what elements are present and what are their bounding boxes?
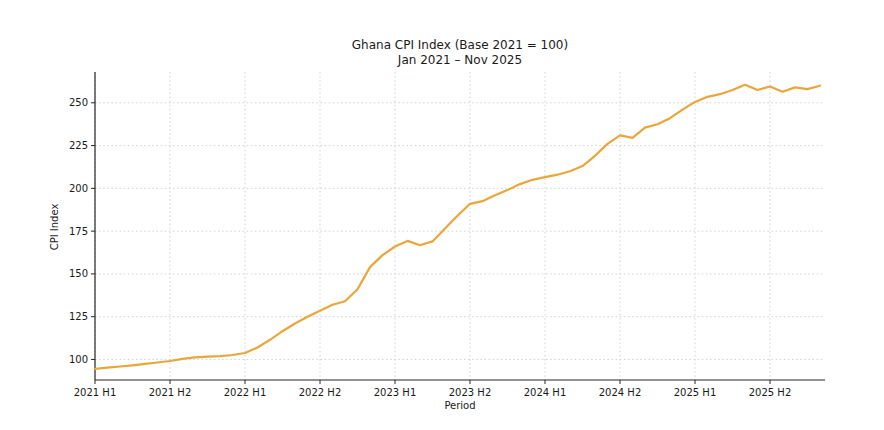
x-tick-label: 2023 H2 — [449, 387, 492, 398]
tick-labels: 100 125 150 175 200 225 250 2021 H1 2021 H2 2022 … — [69, 97, 791, 398]
chart-subtitle: Jan 2021 – Nov 2025 — [397, 53, 522, 67]
cpi-series-line — [95, 85, 820, 369]
y-tick-label: 100 — [69, 354, 88, 365]
cpi-line-chart-figure: 100 125 150 175 200 225 250 2021 H1 2021 H2 2022 … — [0, 0, 884, 430]
plot-area: 100 125 150 175 200 225 250 2021 H1 2021 H2 2022 … — [0, 0, 884, 430]
y-axis-label: CPI Index — [49, 204, 60, 251]
gridlines — [95, 72, 825, 380]
y-tick-label: 125 — [69, 311, 88, 322]
x-tick-label: 2022 H2 — [299, 387, 342, 398]
y-tick-label: 200 — [69, 183, 88, 194]
axis-spines — [95, 72, 825, 380]
x-tick-label: 2024 H2 — [599, 387, 642, 398]
x-tick-label: 2024 H1 — [524, 387, 567, 398]
y-tick-label: 250 — [69, 97, 88, 108]
y-tick-label: 225 — [69, 140, 88, 151]
x-tick-label: 2025 H2 — [749, 387, 792, 398]
y-tick-label: 150 — [69, 268, 88, 279]
x-tick-label: 2022 H1 — [224, 387, 267, 398]
cpi-index-line — [95, 85, 820, 369]
x-axis-label: Period — [444, 400, 475, 411]
x-tick-label: 2021 H1 — [74, 387, 117, 398]
y-tick-label: 175 — [69, 226, 88, 237]
chart-title: Ghana CPI Index (Base 2021 = 100) — [352, 38, 568, 52]
x-tick-label: 2025 H1 — [674, 387, 717, 398]
x-tick-label: 2021 H2 — [149, 387, 192, 398]
x-tick-label: 2023 H1 — [374, 387, 417, 398]
axis-ticks — [91, 103, 770, 384]
